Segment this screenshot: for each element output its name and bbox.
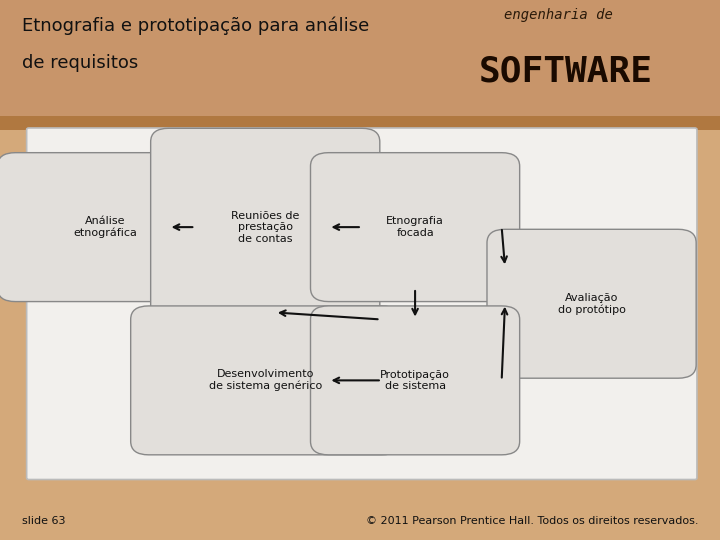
FancyBboxPatch shape [0,153,213,301]
Text: Etnografia
focada: Etnografia focada [386,217,444,238]
FancyBboxPatch shape [487,230,696,378]
FancyBboxPatch shape [310,153,520,301]
Text: Avaliação
do protótipo: Avaliação do protótipo [557,293,626,315]
Bar [0,116,720,130]
Text: slide 63: slide 63 [22,516,65,526]
Text: Desenvolvimento
de sistema genérico: Desenvolvimento de sistema genérico [209,369,322,392]
FancyBboxPatch shape [150,129,380,326]
FancyBboxPatch shape [130,306,400,455]
Text: de requisitos: de requisitos [22,54,138,72]
Text: Análise
etnográfica: Análise etnográfica [73,216,138,238]
Text: Etnografia e prototipação para análise: Etnografia e prototipação para análise [22,16,369,35]
Text: Reuniões de
prestação
de contas: Reuniões de prestação de contas [231,211,300,244]
FancyBboxPatch shape [310,306,520,455]
Bar [0,0,720,119]
Text: engenharia de: engenharia de [504,8,613,22]
Text: © 2011 Pearson Prentice Hall. Todos os direitos reservados.: © 2011 Pearson Prentice Hall. Todos os d… [366,516,698,526]
Text: Prototipação
de sistema: Prototipação de sistema [380,369,450,391]
FancyBboxPatch shape [27,128,697,480]
Text: SOFTWARE: SOFTWARE [479,54,653,88]
